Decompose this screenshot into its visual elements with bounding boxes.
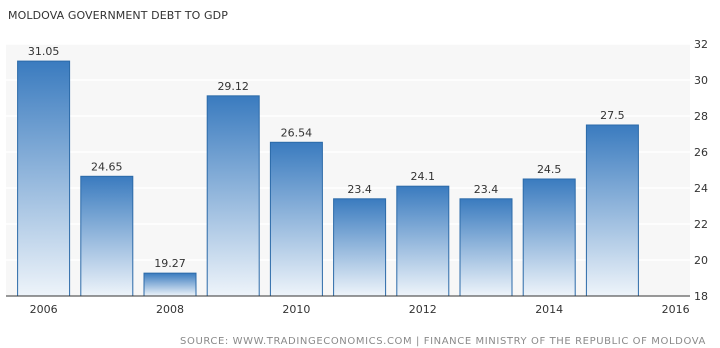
x-tick-label: 2016 <box>662 303 690 316</box>
chart-title: MOLDOVA GOVERNMENT DEBT TO GDP <box>8 9 228 22</box>
bar <box>269 141 323 297</box>
y-tick-label: 24 <box>694 182 708 195</box>
bar-value-label: 27.5 <box>600 109 625 122</box>
y-tick-label: 26 <box>694 146 708 159</box>
y-tick-label: 22 <box>694 218 708 231</box>
bar <box>459 198 513 297</box>
x-tick-label: 2006 <box>30 303 58 316</box>
bar <box>333 198 387 297</box>
bar-value-label: 23.4 <box>347 183 372 196</box>
y-tick-label: 28 <box>694 110 708 123</box>
x-tick-label: 2008 <box>156 303 184 316</box>
bar-value-label: 24.1 <box>411 170 436 183</box>
bar <box>143 272 197 297</box>
y-tick-label: 18 <box>694 290 708 303</box>
x-tick-label: 2014 <box>535 303 563 316</box>
y-tick-label: 30 <box>694 74 708 87</box>
bar-value-label: 23.4 <box>474 183 499 196</box>
x-tick-label: 2012 <box>409 303 437 316</box>
bar <box>396 185 450 297</box>
bar-value-label: 26.54 <box>281 126 313 139</box>
y-tick-label: 32 <box>694 38 708 51</box>
bar-value-label: 19.27 <box>154 257 186 270</box>
bar-value-label: 24.65 <box>91 160 123 173</box>
bar-value-label: 24.5 <box>537 163 562 176</box>
x-tick-label: 2010 <box>282 303 310 316</box>
bar <box>585 124 639 297</box>
bar <box>206 95 260 297</box>
y-tick-label: 20 <box>694 254 708 267</box>
bar-value-label: 31.05 <box>28 45 60 58</box>
bar <box>17 60 71 297</box>
bar-value-label: 29.12 <box>217 80 249 93</box>
bar <box>80 175 134 297</box>
source-note: SOURCE: WWW.TRADINGECONOMICS.COM | FINAN… <box>180 336 706 347</box>
bar <box>522 178 576 297</box>
